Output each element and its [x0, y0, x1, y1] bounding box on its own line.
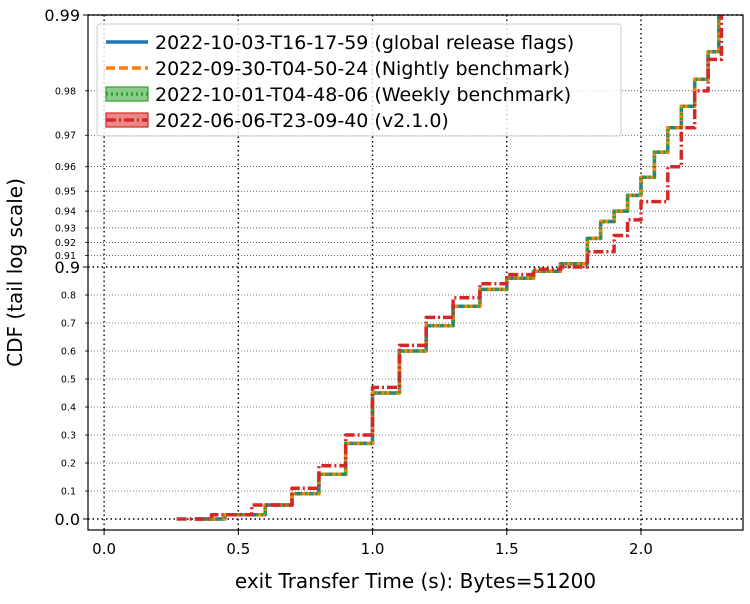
- y-minor-tick-label: 0.96: [55, 162, 76, 173]
- x-tick-label: 1.5: [495, 540, 519, 558]
- y-minor-tick-label: 0.8: [61, 291, 76, 302]
- series-line-3: [195, 15, 721, 521]
- x-axis-label: exit Transfer Time (s): Bytes=51200: [235, 569, 596, 593]
- plot-frame: [87, 14, 744, 531]
- legend-entry-label: 2022-10-01-T04-48-06 (Weekly benchmark): [155, 84, 571, 106]
- y-minor-tick-label: 0.7: [61, 319, 76, 330]
- x-tick-label: 2.0: [629, 540, 653, 558]
- y-major-tick-label: 0.99: [44, 6, 80, 25]
- y-minor-tick-label: 0.2: [61, 459, 76, 470]
- x-tick-label: 0.0: [92, 540, 116, 558]
- axis-ticks: 0.0 0.5 1.0 1.5 2.0 0.0 0.9 0.99 0.1 0.2 0.3 0.4 0.5…: [44, 6, 653, 558]
- x-tick-label: 1.0: [361, 540, 385, 558]
- legend-box: [96, 23, 622, 137]
- y-major-tick-label: 0.9: [55, 258, 80, 277]
- y-major-tick-label: 0.0: [55, 510, 80, 529]
- legend-entry-label: 2022-06-06-T23-09-40 (v2.1.0): [155, 110, 449, 132]
- y-minor-tick-label: 0.94: [55, 207, 76, 218]
- legend-entry-label: 2022-10-03-T16-17-59 (global release fla…: [155, 32, 574, 54]
- x-tick-label: 0.5: [226, 540, 250, 558]
- y-minor-tick-label: 0.1: [61, 487, 76, 498]
- y-axis-label: CDF (tail log scale): [3, 178, 27, 367]
- y-minor-tick-label: 0.92: [55, 238, 76, 249]
- series-line-4: [176, 15, 724, 521]
- legend: 2022-10-03-T16-17-59 (global release fla…: [96, 23, 622, 137]
- y-minor-tick-label: 0.5: [61, 375, 76, 386]
- y-minor-tick-label: 0.6: [61, 347, 76, 358]
- y-minor-tick-label: 0.91: [55, 251, 76, 262]
- y-minor-tick-label: 0.97: [55, 131, 76, 142]
- y-minor-tick-label: 0.4: [61, 403, 76, 414]
- series-lines: [176, 15, 724, 521]
- legend-entry-label: 2022-09-30-T04-50-24 (Nightly benchmark): [155, 58, 570, 80]
- y-minor-tick-label: 0.95: [55, 187, 76, 198]
- y-minor-tick-label: 0.3: [61, 431, 76, 442]
- y-minor-tick-label: 0.98: [55, 86, 76, 97]
- y-minor-tick-label: 0.93: [55, 223, 76, 234]
